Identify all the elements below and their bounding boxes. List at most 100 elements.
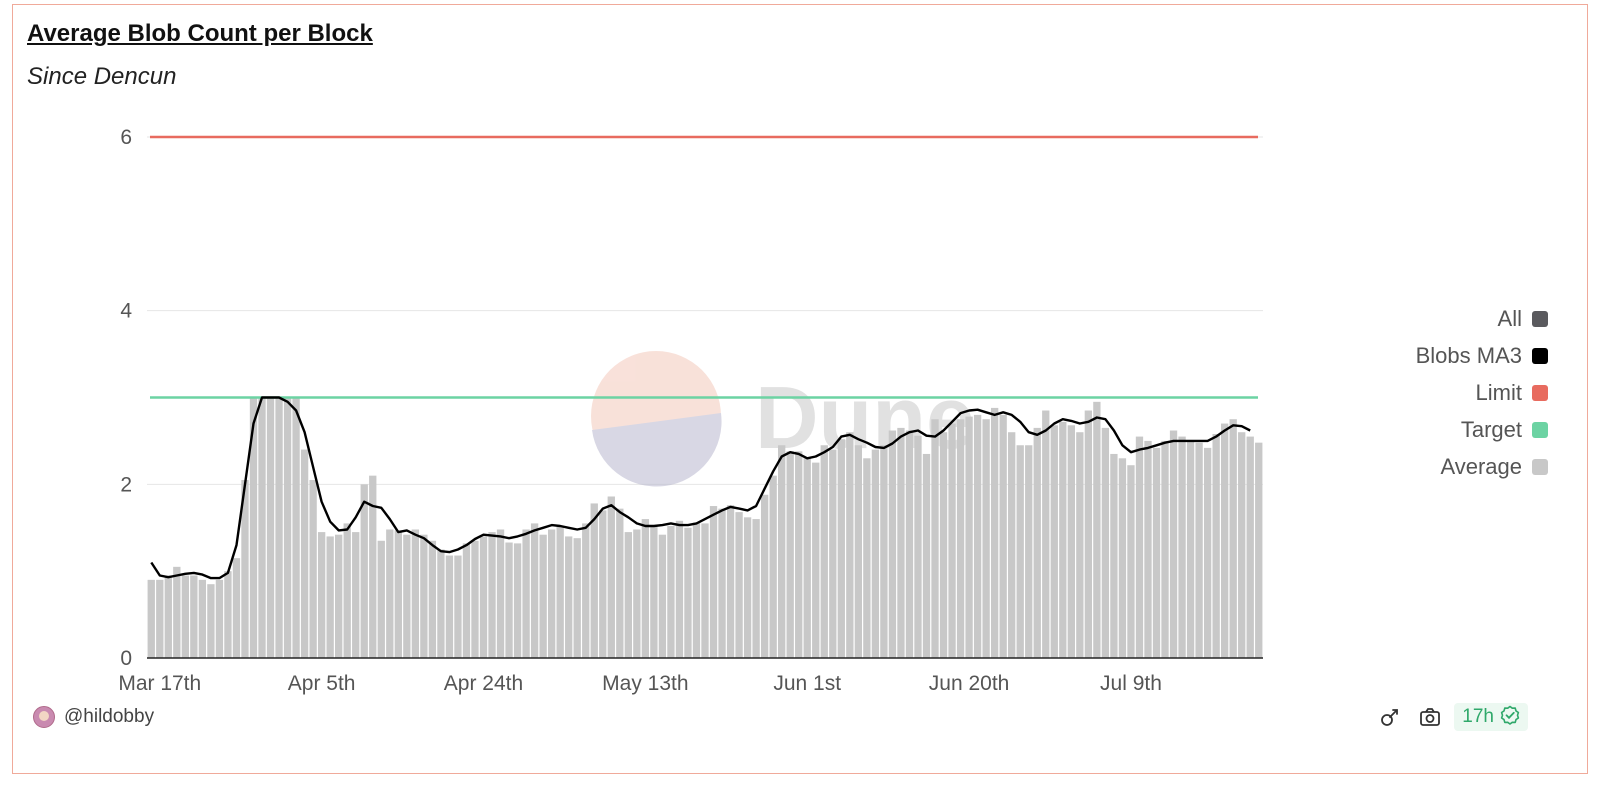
bar	[198, 579, 207, 658]
legend-label: Limit	[1475, 379, 1522, 405]
chart-title[interactable]: Average Blob Count per Block	[27, 20, 373, 47]
x-tick-label: May 13th	[602, 672, 688, 695]
bar	[982, 419, 990, 658]
bar	[317, 532, 326, 658]
legend-item[interactable]: Average	[1416, 448, 1548, 485]
bar	[939, 432, 948, 658]
bar	[778, 445, 786, 658]
bar	[871, 449, 880, 658]
share-icon[interactable]	[1378, 705, 1402, 729]
bar	[863, 458, 871, 658]
legend-swatch	[1532, 384, 1548, 401]
bar	[1221, 423, 1229, 658]
bar	[505, 542, 513, 658]
bar	[479, 536, 488, 658]
legend-label: Average	[1440, 453, 1522, 479]
bar	[1033, 427, 1041, 658]
bar	[1178, 436, 1186, 658]
bar	[411, 529, 420, 658]
camera-icon[interactable]	[1418, 705, 1442, 729]
bar	[1203, 447, 1212, 658]
bar	[684, 527, 692, 658]
legend-swatch	[1532, 310, 1548, 327]
bar	[386, 529, 394, 658]
bar	[215, 579, 224, 658]
freshness-badge[interactable]: 17h	[1454, 703, 1528, 731]
legend-item[interactable]: All	[1416, 300, 1548, 337]
bar	[616, 508, 624, 658]
bar	[462, 543, 471, 658]
reference-lines	[150, 135, 1258, 399]
bar	[1016, 445, 1024, 658]
bar	[692, 522, 701, 658]
legend-item[interactable]: Target	[1416, 411, 1548, 448]
bar	[565, 536, 573, 658]
legend-swatch	[1532, 458, 1548, 475]
bar	[1076, 432, 1084, 658]
legend-swatch	[1532, 347, 1548, 364]
y-axis-ticks: 0 2 4 6	[120, 126, 132, 670]
x-tick-label: Jun 1st	[773, 672, 841, 695]
bar	[1025, 445, 1033, 658]
bar	[990, 407, 999, 658]
bar	[1186, 440, 1195, 658]
bar	[249, 397, 258, 658]
watermark-circle-lower	[592, 413, 722, 487]
bar	[709, 506, 718, 658]
bar	[726, 505, 735, 658]
bar	[667, 526, 675, 658]
bar	[513, 543, 522, 658]
bar	[377, 540, 385, 658]
bar	[394, 530, 402, 658]
bar	[1246, 436, 1254, 658]
bar	[547, 529, 556, 658]
bar	[496, 529, 505, 658]
bar	[300, 449, 309, 658]
bar	[1161, 440, 1169, 658]
y-tick-label: 0	[120, 647, 132, 670]
y-tick-label: 4	[120, 300, 132, 323]
bar	[420, 534, 428, 658]
bar	[258, 397, 266, 658]
bar	[803, 458, 811, 658]
bar	[922, 453, 931, 658]
y-tick-label: 2	[120, 473, 132, 496]
bar	[812, 462, 820, 658]
bar	[156, 579, 164, 658]
x-tick-label: Jul 9th	[1100, 672, 1162, 695]
bar	[343, 523, 351, 658]
bar	[224, 571, 232, 658]
legend-label: All	[1497, 305, 1522, 331]
bar	[530, 523, 539, 658]
check-circle-icon	[1500, 705, 1520, 730]
bar	[1050, 425, 1058, 658]
bar	[641, 519, 650, 658]
bar	[454, 555, 462, 658]
bar	[573, 538, 581, 658]
bar	[266, 397, 275, 658]
bar	[624, 532, 632, 658]
bar	[786, 451, 794, 658]
bar	[1118, 458, 1127, 658]
bar	[522, 529, 530, 658]
bar	[701, 523, 709, 658]
author-credit[interactable]: @hildobby	[33, 706, 154, 728]
bar	[283, 397, 292, 658]
bar	[905, 430, 914, 658]
bar	[948, 423, 956, 658]
bar	[837, 439, 845, 658]
legend-item[interactable]: Limit	[1416, 374, 1548, 411]
author-username[interactable]: @hildobby	[64, 706, 155, 727]
bar	[633, 529, 641, 658]
bar	[658, 534, 667, 658]
legend-swatch	[1532, 421, 1548, 438]
bar	[1101, 427, 1110, 658]
bar	[599, 510, 607, 658]
bar	[752, 519, 760, 658]
legend-item[interactable]: Blobs MA3	[1416, 337, 1548, 374]
footer-actions: 17h	[1362, 703, 1528, 731]
bar	[956, 419, 965, 658]
bar	[539, 534, 547, 658]
bar-series	[147, 397, 1263, 658]
